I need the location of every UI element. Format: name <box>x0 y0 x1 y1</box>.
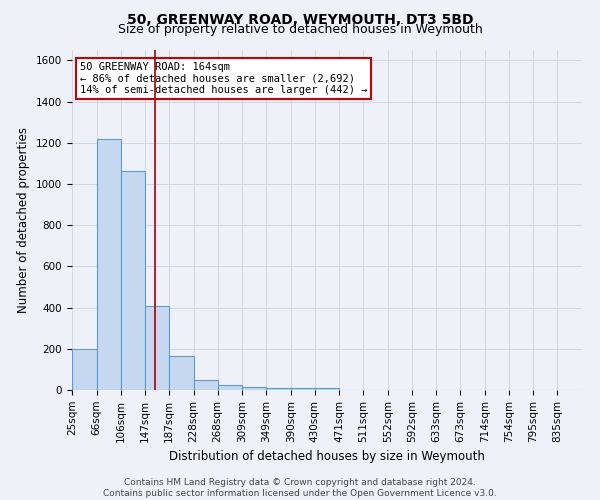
Y-axis label: Number of detached properties: Number of detached properties <box>17 127 31 313</box>
Bar <box>169 356 194 390</box>
X-axis label: Distribution of detached houses by size in Weymouth: Distribution of detached houses by size … <box>169 450 485 463</box>
Bar <box>121 170 145 390</box>
Bar <box>218 385 242 390</box>
Text: 50, GREENWAY ROAD, WEYMOUTH, DT3 5BD: 50, GREENWAY ROAD, WEYMOUTH, DT3 5BD <box>127 12 473 26</box>
Text: Contains HM Land Registry data © Crown copyright and database right 2024.
Contai: Contains HM Land Registry data © Crown c… <box>103 478 497 498</box>
Text: 50 GREENWAY ROAD: 164sqm
← 86% of detached houses are smaller (2,692)
14% of sem: 50 GREENWAY ROAD: 164sqm ← 86% of detach… <box>80 62 367 95</box>
Bar <box>266 388 291 390</box>
Bar <box>315 388 339 390</box>
Bar <box>145 306 169 390</box>
Text: Size of property relative to detached houses in Weymouth: Size of property relative to detached ho… <box>118 22 482 36</box>
Bar <box>194 380 218 390</box>
Bar <box>242 387 266 390</box>
Bar <box>97 138 121 390</box>
Bar <box>72 349 97 390</box>
Bar <box>291 388 315 390</box>
